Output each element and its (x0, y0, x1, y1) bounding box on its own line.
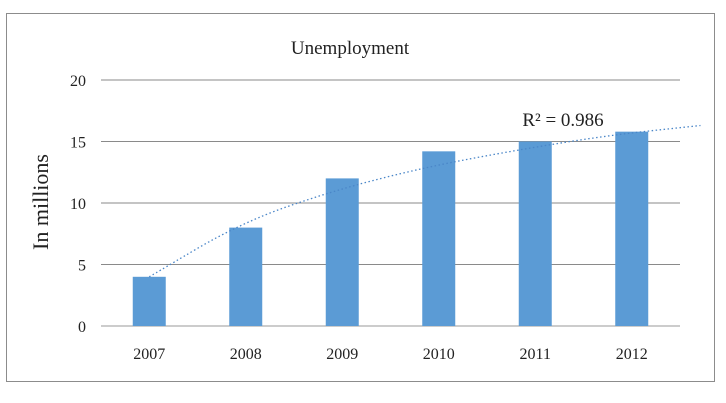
bar (615, 131, 649, 326)
bar (325, 178, 359, 326)
bar (518, 141, 552, 326)
x-tick-label: 2009 (326, 346, 358, 363)
x-tick-label: 2012 (616, 346, 648, 363)
x-tick-label: 2007 (133, 346, 165, 363)
y-tick-label: 15 (70, 135, 86, 152)
x-tick-label: 2010 (423, 346, 455, 363)
trendline-r2-label: R² = 0.986 (522, 110, 603, 131)
y-tick-label: 10 (70, 196, 86, 213)
x-tick-label: 2011 (520, 346, 551, 363)
chart-title: Unemployment (291, 38, 410, 59)
y-axis-ticks: 0 5 10 15 20 (70, 73, 86, 336)
x-tick-label: 2008 (230, 346, 262, 363)
x-axis-ticks: 2007 2008 2009 2010 2011 2012 (133, 346, 648, 363)
bars (132, 131, 649, 326)
chart-area (6, 13, 715, 382)
y-axis-label: In millions (28, 154, 53, 250)
gridlines (101, 79, 680, 327)
y-tick-label: 20 (70, 73, 86, 90)
bar (229, 227, 263, 326)
bar (132, 276, 166, 326)
bar (422, 151, 456, 326)
y-tick-label: 0 (78, 319, 86, 336)
y-tick-label: 5 (78, 258, 86, 275)
